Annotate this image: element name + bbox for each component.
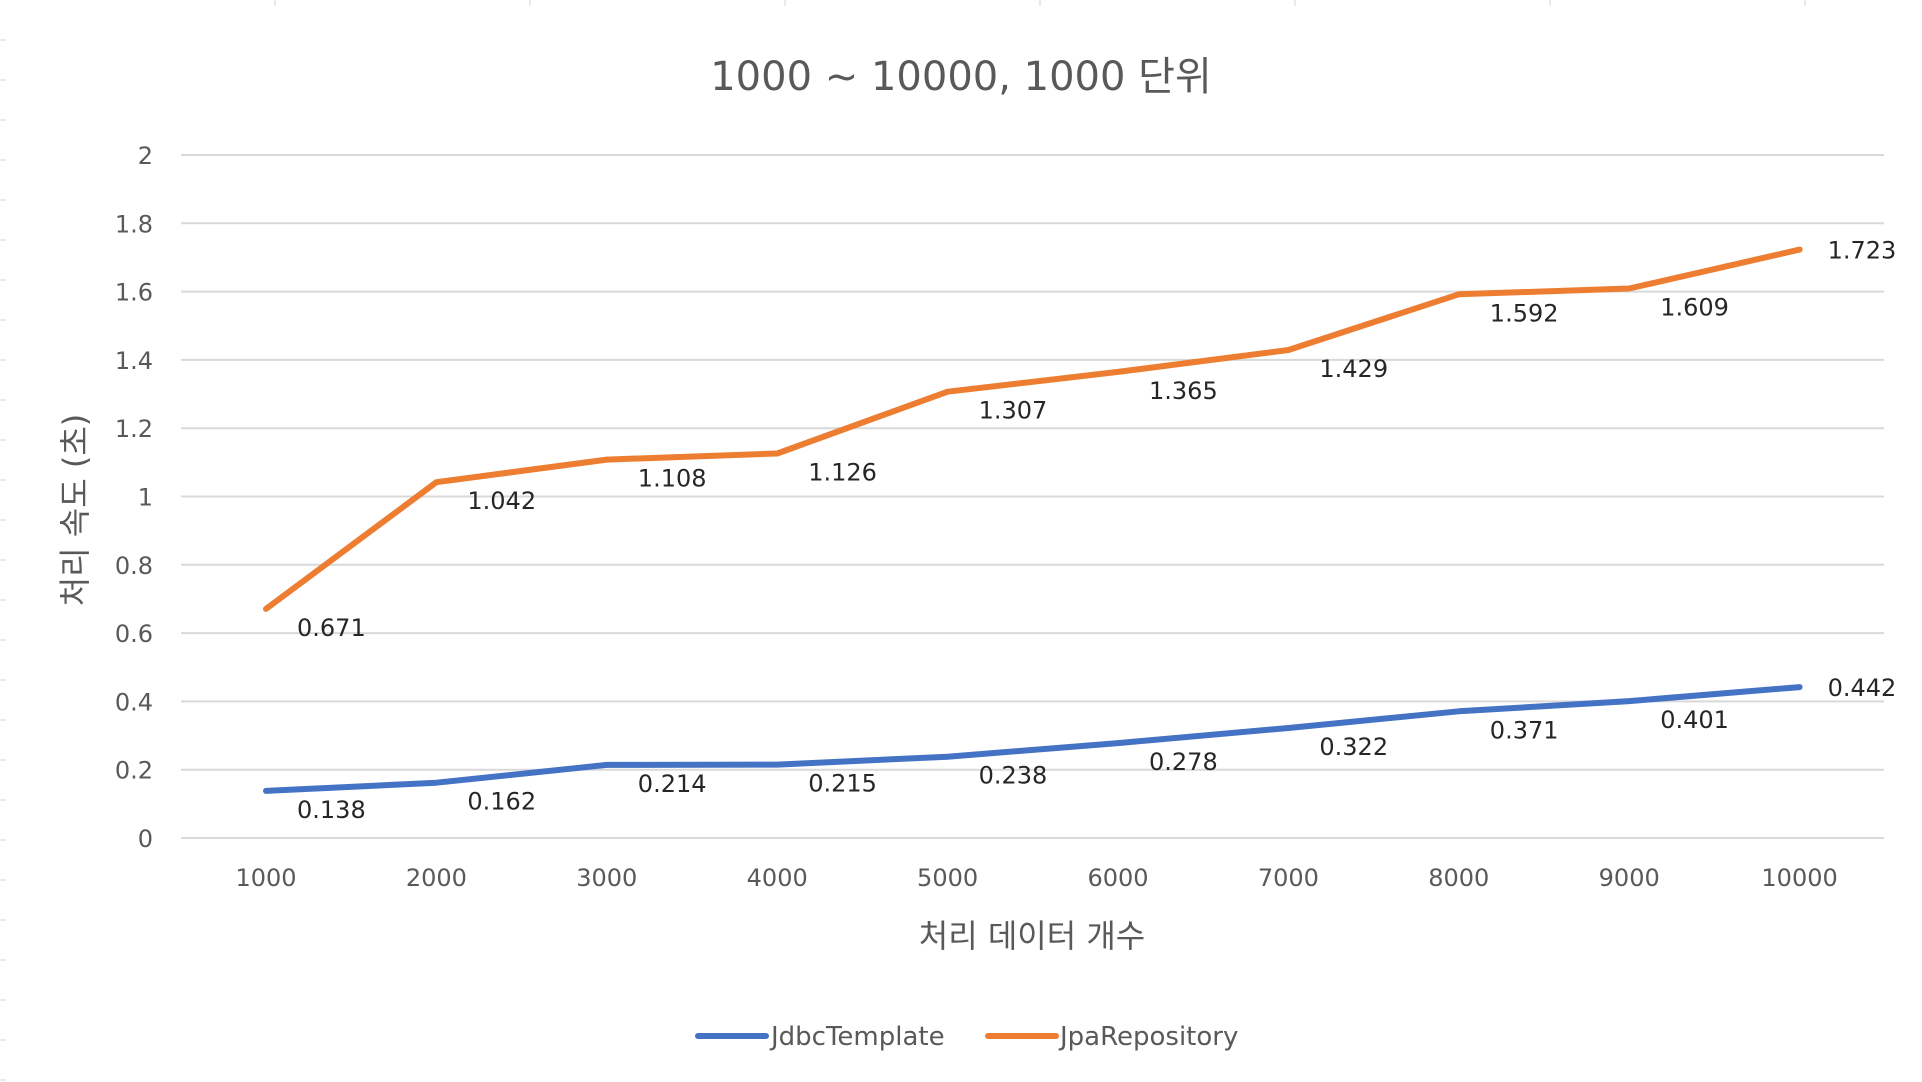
data-label-jparepository: 1.042	[467, 487, 536, 515]
x-tick-label: 8000	[1428, 864, 1489, 892]
legend-label: JpaRepository	[1058, 1022, 1238, 1052]
data-label-jparepository: 1.429	[1319, 355, 1388, 383]
x-axis-ticks: 1000 2000 3000 4000 5000 6000 7000 8000 9000 1000…	[235, 864, 1837, 892]
x-tick-label: 2000	[406, 864, 467, 892]
x-tick-label: 6000	[1087, 864, 1148, 892]
x-tick-label: 4000	[747, 864, 808, 892]
data-label-jparepository: 1.609	[1660, 294, 1729, 322]
x-tick-label: 5000	[917, 864, 978, 892]
y-tick-label: 2	[138, 142, 153, 170]
y-tick-label: 0.2	[115, 757, 153, 785]
y-tick-label: 1.8	[115, 210, 153, 238]
y-axis-title: 처리 속도 (초)	[56, 414, 94, 607]
y-tick-label: 1.6	[115, 279, 153, 307]
data-label-jparepository: 1.592	[1490, 299, 1559, 327]
y-tick-label: 0.4	[115, 688, 153, 716]
data-label-jparepository: 1.307	[979, 397, 1048, 425]
series-line-jparepository[interactable]	[263, 246, 1803, 612]
legend[interactable]: JdbcTemplate JpaRepository	[695, 1022, 1238, 1052]
x-tick-label: 10000	[1761, 864, 1837, 892]
x-tick-label: 7000	[1258, 864, 1319, 892]
data-label-jdbctemplate: 0.401	[1660, 706, 1729, 734]
series-line-jdbctemplate[interactable]	[263, 684, 1803, 794]
data-label-jdbctemplate: 0.138	[297, 796, 366, 824]
series-lines	[263, 246, 1803, 794]
y-tick-label: 0	[138, 825, 153, 853]
x-tick-label: 3000	[576, 864, 637, 892]
y-tick-label: 1.4	[115, 347, 153, 375]
legend-item-jdbctemplate[interactable]: JdbcTemplate	[695, 1022, 945, 1052]
data-label-jparepository: 1.723	[1828, 237, 1897, 265]
data-label-jdbctemplate: 0.214	[638, 770, 707, 798]
data-label-jparepository: 1.108	[638, 465, 707, 493]
chart-title: 1000 ~ 10000, 1000 단위	[710, 54, 1212, 100]
data-label-jparepository: 1.126	[808, 458, 877, 486]
y-tick-label: 1	[138, 484, 153, 512]
data-labels: 0.138 0.162 0.214 0.215 0.238 0.278 0.322 0.371…	[297, 237, 1896, 824]
data-label-jdbctemplate: 0.215	[808, 770, 877, 798]
y-tick-label: 0.6	[115, 620, 153, 648]
data-label-jdbctemplate: 0.442	[1828, 674, 1897, 702]
y-tick-label: 1.2	[115, 415, 153, 443]
spreadsheet-background-grid	[0, 0, 1806, 1081]
data-label-jparepository: 1.365	[1149, 377, 1218, 405]
x-tick-label: 1000	[235, 864, 296, 892]
data-label-jdbctemplate: 0.278	[1149, 748, 1218, 776]
data-label-jdbctemplate: 0.322	[1319, 733, 1388, 761]
legend-item-jparepository[interactable]: JpaRepository	[985, 1022, 1238, 1052]
y-tick-label: 0.8	[115, 552, 153, 580]
y-axis-ticks: 0 0.2 0.4 0.6 0.8 1 1.2 1.4 1.6 1.8 2	[115, 142, 153, 853]
data-label-jdbctemplate: 0.371	[1490, 716, 1559, 744]
data-label-jparepository: 0.671	[297, 614, 366, 642]
x-axis-title: 처리 데이터 개수	[919, 917, 1145, 955]
x-tick-label: 9000	[1599, 864, 1660, 892]
legend-label: JdbcTemplate	[769, 1022, 945, 1052]
data-label-jdbctemplate: 0.238	[979, 762, 1048, 790]
data-label-jdbctemplate: 0.162	[467, 788, 536, 816]
gridlines	[181, 154, 1884, 839]
